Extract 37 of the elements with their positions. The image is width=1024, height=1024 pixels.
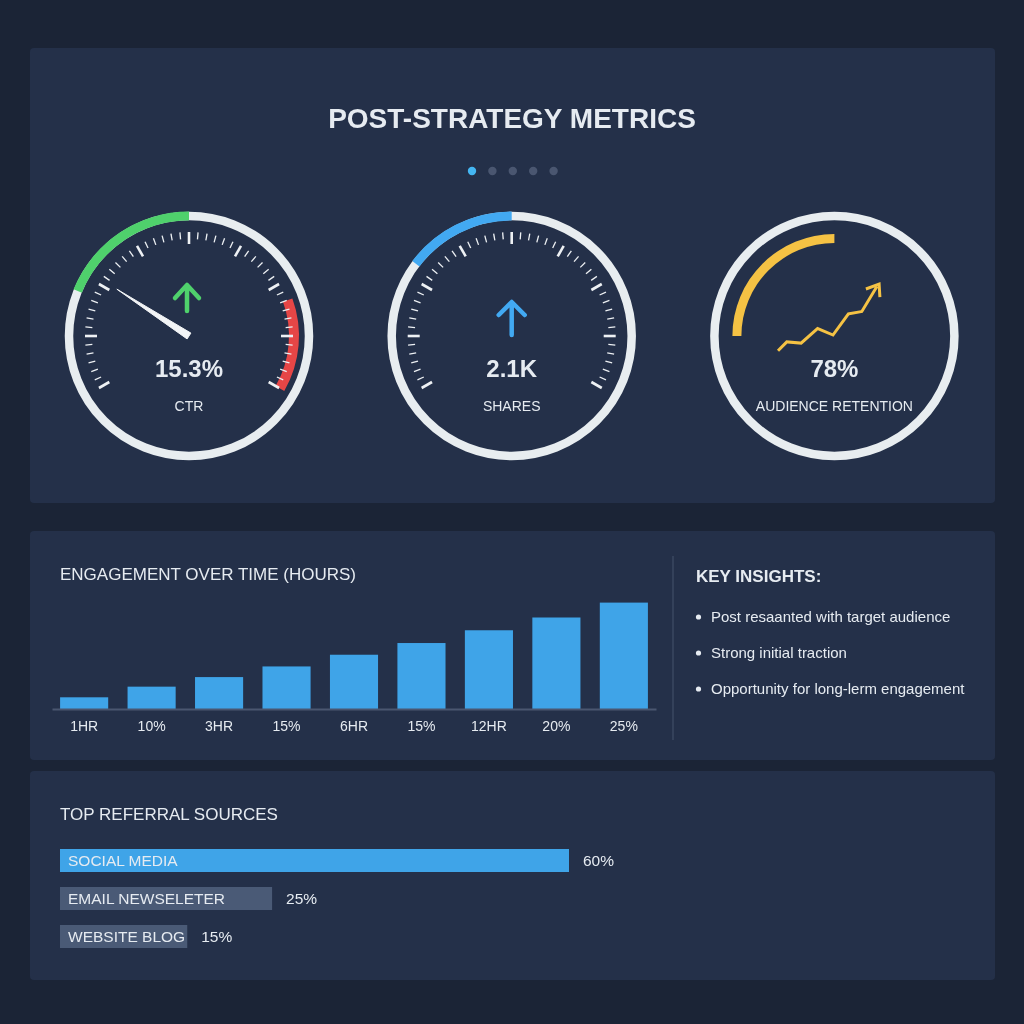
text: Strong initial traction <box>711 644 847 661</box>
x-tick-label: 15% <box>272 717 301 734</box>
x-tick-label: 1HR <box>70 717 99 734</box>
bar <box>262 666 311 709</box>
bar <box>329 654 379 709</box>
bar <box>127 686 176 709</box>
text: AUDIENCE RETENTION <box>755 398 913 414</box>
data-label: 25% <box>286 890 318 908</box>
x-tick-label: 15% <box>407 717 436 734</box>
text: Post resaanted with target audience <box>711 608 951 625</box>
chart-title: TOP REFERRAL SOURCES <box>60 805 278 824</box>
bar <box>532 617 581 709</box>
data-label: 15% <box>201 928 233 946</box>
bar <box>60 697 109 709</box>
text: SHARES <box>482 398 541 414</box>
y-tick-label: WEBSITE BLOG <box>68 928 186 946</box>
bar <box>599 602 648 709</box>
x-tick-label: 25% <box>609 717 638 734</box>
x-tick-label: 6HR <box>339 717 369 734</box>
text: 78% <box>810 355 859 382</box>
text: 2.1K <box>486 355 538 382</box>
chart-title: ENGAGEMENT OVER TIME (HOURS) <box>60 565 356 584</box>
x-tick-label: 10% <box>137 717 166 734</box>
y-tick-label: EMAIL NEWSELETER <box>68 890 226 908</box>
y-tick-label: SOCIAL MEDIA <box>68 852 179 870</box>
text: POST-STRATEGY METRICS <box>328 103 696 134</box>
bar <box>464 630 513 709</box>
x-tick-label: 3HR <box>205 717 234 734</box>
text: 15.3% <box>154 355 224 382</box>
text: KEY INSIGHTS: <box>696 567 822 586</box>
text: Opportunity for long-lerm engagement <box>711 680 966 697</box>
bar <box>397 643 446 709</box>
bar <box>195 677 244 709</box>
x-tick-label: 12HR <box>471 717 507 734</box>
data-label: 60% <box>583 852 615 870</box>
x-tick-label: 20% <box>542 717 571 734</box>
text: CTR <box>174 398 204 414</box>
